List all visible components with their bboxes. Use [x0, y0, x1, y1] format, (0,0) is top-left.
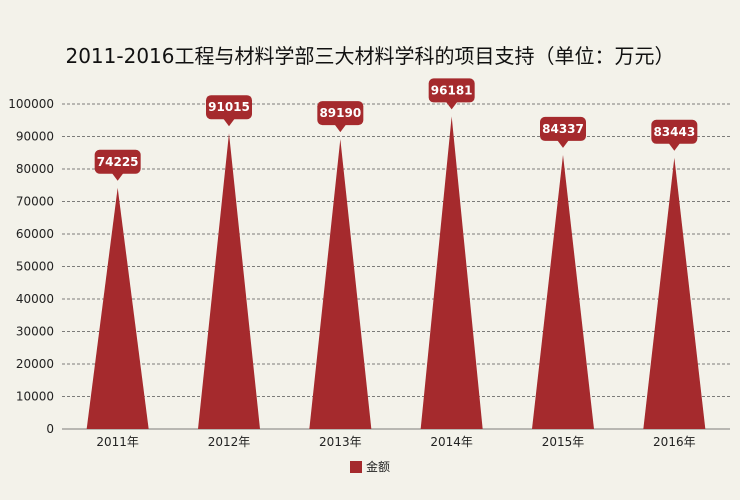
data-label: 74225 — [97, 155, 139, 169]
x-tick-label: 2011年 — [96, 435, 139, 449]
data-label-box — [94, 149, 141, 174]
y-tick-label: 70000 — [16, 195, 54, 209]
y-tick-label: 80000 — [16, 162, 54, 176]
gridlines — [62, 103, 730, 430]
y-tick-label: 20000 — [16, 357, 54, 371]
data-label-pointer — [445, 101, 458, 110]
data-label-pointer — [334, 124, 347, 133]
bar — [309, 139, 372, 429]
data-label: 84337 — [542, 122, 584, 136]
x-tick-label: 2012年 — [208, 435, 251, 449]
bar — [86, 187, 149, 429]
data-label-pointer — [557, 139, 569, 148]
data-label: 91015 — [208, 100, 250, 114]
bar — [532, 154, 594, 429]
x-tick-label: 2015年 — [542, 435, 585, 449]
data-label-box — [317, 101, 364, 126]
data-label: 89190 — [319, 106, 361, 120]
data-label-box — [651, 119, 698, 144]
x-tick-label: 2016年 — [653, 435, 696, 449]
bar — [198, 133, 260, 430]
y-axis-ticks: 0 10000 20000 30000 40000 50000 60000 70000 8000… — [8, 97, 54, 436]
data-labels: 74225 91015 89190 96181 84337 83443 — [94, 78, 698, 181]
y-tick-label: 40000 — [16, 292, 54, 306]
data-label-box — [206, 95, 252, 120]
y-tick-label: 100000 — [8, 97, 54, 111]
legend[interactable]: 金额 — [0, 458, 740, 475]
legend-swatch — [349, 460, 362, 473]
bar — [643, 157, 706, 430]
data-label: 96181 — [431, 83, 473, 97]
data-label-pointer — [111, 172, 124, 181]
y-tick-label: 30000 — [16, 325, 54, 339]
data-label-pointer — [223, 118, 235, 127]
x-axis-ticks: 2011年 2012年 2013年 2014年 2015年 2016年 — [96, 435, 695, 449]
y-tick-label: 50000 — [16, 260, 54, 274]
x-tick-label: 2013年 — [319, 435, 362, 449]
y-tick-label: 0 — [46, 422, 54, 436]
y-tick-label: 10000 — [16, 390, 54, 404]
data-label-pointer — [668, 142, 681, 151]
chart-title: 2011-2016工程与材料学部三大材料学科的项目支持（单位：万元） — [65, 44, 675, 68]
data-label-box — [428, 78, 475, 103]
x-tick-label: 2014年 — [430, 435, 473, 449]
data-label-box — [540, 116, 586, 141]
data-label: 83443 — [653, 125, 695, 139]
bar — [420, 116, 483, 430]
y-tick-label: 60000 — [16, 227, 54, 241]
legend-label: 金额 — [365, 460, 390, 474]
y-tick-label: 90000 — [16, 130, 54, 144]
bar-series — [86, 116, 706, 430]
